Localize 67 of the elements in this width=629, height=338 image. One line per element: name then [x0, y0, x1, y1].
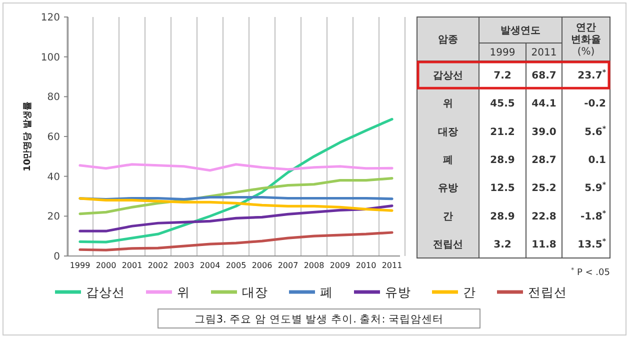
- y-tick-label: 100: [40, 52, 60, 64]
- data-label: 28.9: [490, 155, 515, 166]
- legend-label: 간: [463, 284, 476, 300]
- x-tick-label: 2004: [200, 261, 220, 270]
- data-label: 28.7: [532, 155, 556, 166]
- data-label: 25.2: [532, 183, 556, 194]
- line-series: [78, 231, 394, 252]
- text: 연간 변화율 (%): [571, 22, 601, 58]
- x-tick-label: 2001: [122, 261, 142, 270]
- category-label: 전립선: [433, 239, 463, 250]
- x-tick-label: 2009: [330, 261, 350, 270]
- data-label: 39.0: [532, 126, 556, 138]
- text: $^{*}$ P < .05: [570, 266, 610, 278]
- x-tick-label: 1999: [70, 261, 90, 270]
- data-label: 44.1: [532, 98, 556, 110]
- x-tick-label: 2008: [304, 261, 324, 270]
- text: 암종: [438, 34, 458, 46]
- y-axis-title: 10만명당 발생률: [23, 102, 33, 172]
- category-label: 대장: [438, 126, 458, 138]
- legend-label: 전립선: [528, 284, 567, 300]
- category-label: 폐: [443, 155, 453, 166]
- category-label: 갑상선: [433, 70, 463, 82]
- data-label: 5.6$^{*}$: [584, 124, 606, 138]
- caption: 그림3. 주요 암 연도별 발생 추이. 출처: 국립암센터: [194, 314, 444, 326]
- data-label: -1.8$^{*}$: [580, 209, 606, 222]
- y-tick-label: 60: [47, 132, 60, 143]
- data-label: 28.9: [490, 211, 515, 222]
- text: 2011: [531, 48, 557, 58]
- data-label: 68.7: [532, 70, 556, 82]
- x-tick-label: 2003: [174, 261, 194, 270]
- legend-label: 갑상선: [86, 284, 125, 300]
- data-label: 7.2: [494, 70, 512, 82]
- category-label: 위: [443, 98, 453, 110]
- line-series: [78, 118, 394, 244]
- category-label: 간: [443, 211, 453, 222]
- text: 발생연도: [500, 26, 540, 36]
- category-label: 유방: [438, 183, 458, 194]
- x-tick-label: 2002: [148, 261, 168, 270]
- data-label: 3.2: [494, 239, 512, 250]
- legend-label: 폐: [320, 284, 333, 300]
- data-label: 13.5$^{*}$: [578, 237, 606, 250]
- text: 1999: [490, 48, 516, 58]
- line-series: [78, 204, 394, 232]
- data-label: 21.2: [490, 126, 515, 138]
- y-tick-label: 20: [47, 212, 60, 223]
- x-tick-label: 2010: [356, 261, 376, 270]
- x-tick-label: 2005: [226, 261, 246, 270]
- data-label: 45.5: [490, 98, 515, 110]
- x-tick-label: 2006: [252, 261, 272, 270]
- data-label: -0.2: [584, 98, 606, 110]
- data-label: 22.8: [532, 211, 556, 222]
- x-tick-label: 2011: [382, 261, 402, 270]
- line-series: [78, 197, 394, 212]
- x-tick-label: 2007: [278, 261, 298, 270]
- y-tick-label: 0: [54, 252, 60, 262]
- y-tick-label: 80: [47, 92, 60, 104]
- data-label: 23.7$^{*}$: [578, 68, 606, 82]
- y-tick-label: 40: [47, 172, 60, 183]
- data-label: 0.1: [588, 155, 606, 166]
- legend-label: 유방: [385, 284, 411, 300]
- x-tick-label: 2000: [96, 261, 116, 270]
- data-label: 5.9$^{*}$: [584, 181, 606, 194]
- y-tick-label: 120: [40, 12, 60, 24]
- legend-label: 위: [177, 284, 190, 300]
- data-label: 12.5: [490, 183, 515, 194]
- data-label: 11.8: [532, 239, 556, 250]
- legend-label: 대장: [242, 284, 268, 300]
